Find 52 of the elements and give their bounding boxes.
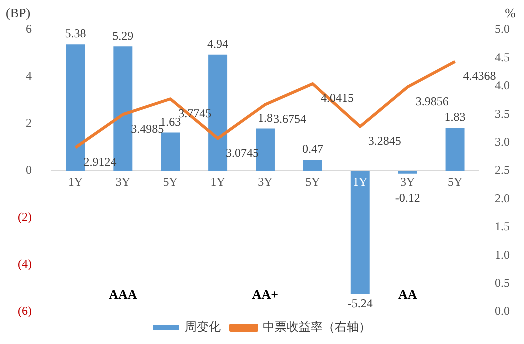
y2-axis-title: % (505, 5, 516, 20)
y2-tick-label: 0.5 (495, 276, 510, 290)
data-label: 1.83 (444, 110, 466, 124)
x-tick-label: 1Y (353, 175, 368, 190)
y-tick-label: (4) (18, 257, 32, 272)
y-tick-label: 0 (26, 163, 32, 178)
x-tick-label: 3Y (258, 175, 274, 190)
y2-tick-label: 1.5 (495, 220, 510, 234)
x-tick-label: 5Y (306, 175, 321, 190)
x-tick-label: 5Y (163, 175, 178, 190)
bar (446, 128, 465, 171)
data-label: 4.4368 (463, 68, 496, 83)
y2-tick-label: 3.0 (495, 134, 510, 149)
bar (161, 132, 180, 171)
y2-tick-label: 5.0 (495, 22, 510, 36)
y-tick-label: 2 (26, 116, 32, 130)
y-tick-label: 6 (26, 22, 32, 36)
y2-tick-label: 4.0 (495, 78, 510, 93)
data-label: 3.2845 (368, 134, 402, 148)
legend-label: 中票收益率（右轴） (263, 320, 371, 334)
x-tick-label: 1Y (210, 175, 226, 190)
y-axis-title: (BP) (6, 5, 31, 20)
data-label: -0.12 (395, 191, 420, 206)
x-tick-label: 5Y (448, 175, 463, 190)
x-tick-label: 3Y (116, 175, 131, 190)
bar (350, 171, 370, 294)
y2-tick-label: 3.5 (495, 106, 510, 121)
x-tick-label: 3Y (400, 175, 416, 190)
data-label: 0.47 (302, 142, 324, 156)
y-tick-label: 4 (26, 69, 32, 84)
data-label: 3.6754 (273, 112, 306, 126)
data-label: 5.29 (112, 28, 134, 43)
legend-label: 周变化 (185, 320, 221, 334)
y2-tick-label: 2.5 (495, 163, 510, 178)
annotation: AAA (109, 286, 138, 302)
data-label: 4.94 (208, 37, 229, 52)
y-tick-label: (2) (18, 210, 32, 224)
y2-tick-label: 4.5 (495, 50, 510, 64)
bar (398, 171, 418, 174)
data-label: 1.8 (258, 110, 273, 125)
y2-tick-label: 1.0 (495, 248, 510, 262)
annotation: AA+ (252, 286, 279, 302)
data-label: 5.38 (65, 26, 86, 41)
annotation: AA (398, 286, 418, 302)
bar (66, 44, 86, 171)
bar (303, 160, 322, 171)
y2-tick-label: 2.0 (495, 191, 510, 206)
y-tick-label: (6) (18, 304, 32, 318)
y2-tick-label: 0.0 (495, 304, 510, 318)
x-tick-label: 1Y (68, 175, 84, 190)
data-label: 3.9856 (416, 94, 449, 108)
data-label: -5.24 (348, 296, 373, 310)
